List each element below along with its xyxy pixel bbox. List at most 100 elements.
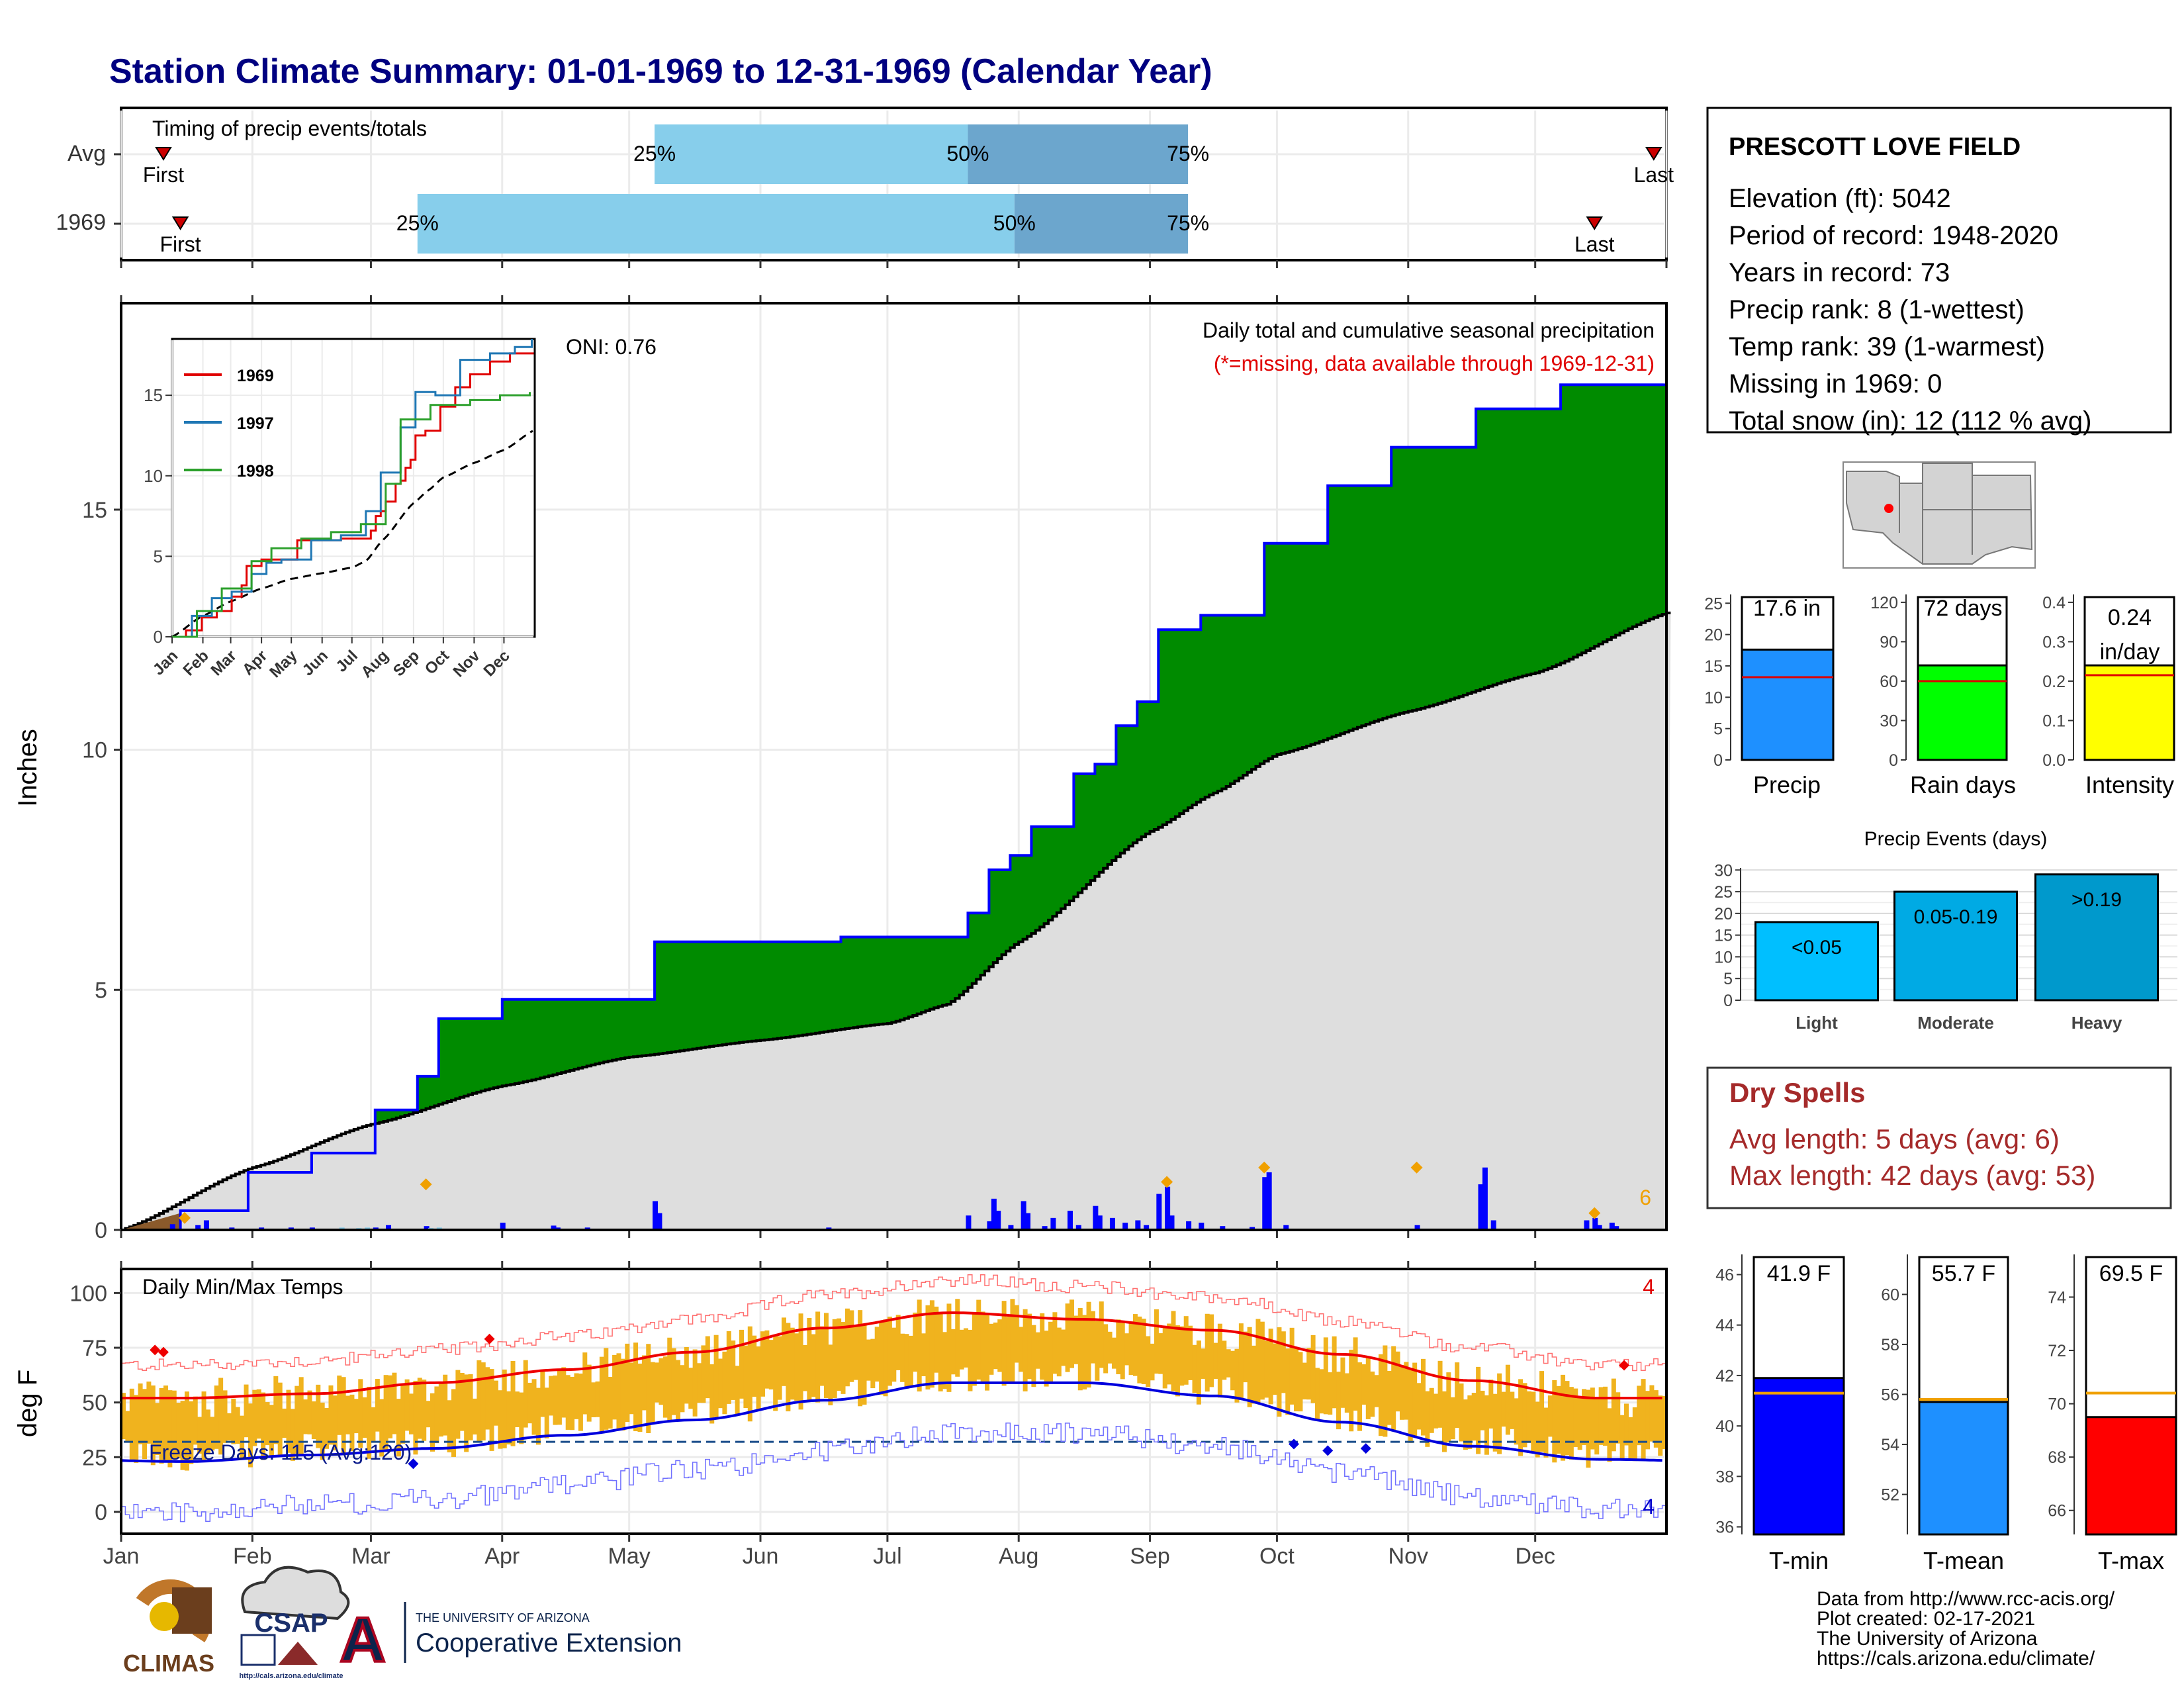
last-label: Last bbox=[1634, 163, 1674, 187]
daily-temp-bar bbox=[265, 1402, 270, 1446]
daily-precip-bar bbox=[1156, 1194, 1162, 1230]
tmean-bar bbox=[1918, 1401, 2009, 1536]
daily-temp-bar bbox=[362, 1397, 367, 1438]
daily-temp-bar bbox=[604, 1348, 609, 1430]
daily-temp-bar bbox=[231, 1398, 236, 1444]
daily-temp-bar bbox=[1361, 1364, 1367, 1405]
climas-logo: CLIMAS bbox=[123, 1579, 214, 1677]
month-label: Dec bbox=[1515, 1544, 1555, 1569]
extreme-precip-marker bbox=[1588, 1207, 1601, 1219]
events-category-label: Heavy bbox=[2071, 1013, 2122, 1033]
daily-temp-bar bbox=[1383, 1345, 1388, 1437]
daily-temp-bar bbox=[1289, 1327, 1295, 1405]
daily-temp-bar bbox=[549, 1376, 554, 1416]
daily-temp-bar bbox=[388, 1375, 393, 1438]
inset-line-1997 bbox=[172, 339, 533, 638]
daily-temp-bar bbox=[218, 1378, 224, 1455]
daily-temp-bar bbox=[502, 1369, 507, 1448]
daily-temp-bar bbox=[1120, 1323, 1125, 1380]
daily-precip-bar bbox=[1609, 1223, 1615, 1230]
daily-temp-bar bbox=[1179, 1326, 1185, 1386]
daily-temp-bar bbox=[1268, 1329, 1273, 1405]
daily-temp-bar bbox=[1437, 1360, 1443, 1428]
first-marker bbox=[155, 147, 172, 161]
daily-temp-bar bbox=[295, 1385, 300, 1454]
daily-temp-bar bbox=[802, 1344, 807, 1391]
daily-temp-bar bbox=[718, 1358, 723, 1409]
daily-temp-bar bbox=[1569, 1387, 1574, 1460]
daily-temp-bar bbox=[794, 1333, 799, 1401]
precip-frame bbox=[120, 302, 1668, 1231]
daily-temp-bar bbox=[1391, 1346, 1396, 1432]
daily-precip-bar bbox=[195, 1225, 201, 1230]
daily-temp-bar bbox=[1315, 1368, 1320, 1421]
daily-precip-bar bbox=[1584, 1220, 1590, 1230]
daily-temp-bar bbox=[964, 1328, 969, 1368]
daily-precip-bar bbox=[1592, 1217, 1598, 1230]
daily-temp-bar bbox=[1040, 1313, 1045, 1380]
month-label: Oct bbox=[1259, 1544, 1295, 1569]
month-label: Jul bbox=[873, 1544, 901, 1569]
average-cumulative-area bbox=[121, 612, 1671, 1230]
daily-temp-bar bbox=[400, 1385, 406, 1444]
temp-ytick-label: 25 bbox=[82, 1445, 107, 1470]
daily-temp-bar bbox=[768, 1340, 774, 1390]
daily-temp-bar bbox=[1077, 1307, 1083, 1391]
tmin-label: T-min bbox=[1769, 1547, 1829, 1574]
daily-temp-bar bbox=[531, 1379, 537, 1435]
daily-temp-bar bbox=[1420, 1358, 1426, 1436]
daily-temp-bar bbox=[1188, 1325, 1193, 1380]
station-line-7: Total snow (in): 12 (112 % avg) bbox=[1729, 406, 2091, 436]
daily-temp-bar bbox=[959, 1329, 964, 1370]
daily-temp-bar bbox=[1146, 1336, 1151, 1387]
daily-temp-bar bbox=[1501, 1391, 1506, 1427]
last-label: Last bbox=[1574, 232, 1615, 256]
daily-temp-bar bbox=[1365, 1356, 1371, 1419]
daily-temp-bar bbox=[680, 1365, 685, 1413]
daily-precip-bar bbox=[1042, 1226, 1048, 1230]
extreme-precip-marker bbox=[420, 1178, 432, 1191]
daily-temp-bar bbox=[1357, 1362, 1362, 1431]
daily-temp-bar bbox=[1505, 1364, 1510, 1435]
climas-wordmark: CLIMAS bbox=[123, 1650, 214, 1677]
daily-temp-bar bbox=[557, 1370, 562, 1425]
daily-temp-bar bbox=[422, 1380, 427, 1441]
daily-temp-bar bbox=[1158, 1333, 1163, 1374]
daily-temp-bar bbox=[1404, 1362, 1409, 1420]
daily-temp-bar bbox=[138, 1383, 143, 1444]
tmin-ytick-label: 36 bbox=[1715, 1519, 1734, 1537]
timing-row-label-year: 1969 bbox=[56, 210, 106, 235]
credit-line-4: https://cals.arizona.edu/climate/ bbox=[1817, 1648, 2095, 1669]
daily-temp-bar bbox=[1594, 1397, 1600, 1455]
daily-temp-bar bbox=[1001, 1301, 1007, 1386]
daily-temp-bar bbox=[1518, 1379, 1524, 1456]
tmean-ytick-label: 54 bbox=[1881, 1436, 1899, 1454]
daily-precip-bar bbox=[1414, 1225, 1420, 1230]
daily-temp-bar bbox=[1531, 1391, 1536, 1453]
daily-temp-bar bbox=[849, 1310, 854, 1382]
daily-temp-bar bbox=[121, 1393, 126, 1440]
daily-temp-bar bbox=[553, 1375, 558, 1425]
daily-temp-bar bbox=[311, 1401, 316, 1439]
daily-temp-bar bbox=[379, 1399, 385, 1457]
daily-temp-bar bbox=[650, 1362, 655, 1423]
daily-temp-bar bbox=[1132, 1314, 1138, 1376]
daily-temp-bar bbox=[709, 1364, 715, 1424]
daily-temp-bar bbox=[383, 1375, 388, 1452]
timing-quartile-50-75 bbox=[968, 124, 1189, 184]
daily-temp-bar bbox=[722, 1351, 727, 1415]
daily-precip-bar bbox=[1097, 1215, 1103, 1230]
daily-temp-bar bbox=[735, 1366, 740, 1415]
events-bar bbox=[2034, 873, 2159, 1002]
daily-temp-bar bbox=[1416, 1383, 1422, 1430]
daily-temp-bar bbox=[1213, 1342, 1218, 1379]
daily-temp-bar bbox=[1052, 1312, 1058, 1374]
daily-temp-bar bbox=[1535, 1401, 1540, 1458]
daily-temp-bar bbox=[1586, 1389, 1591, 1468]
daily-temp-bar bbox=[1332, 1336, 1337, 1409]
daily-temp-bar bbox=[811, 1334, 816, 1397]
daily-temp-bar bbox=[946, 1303, 952, 1392]
station-line-2: Period of record: 1948-2020 bbox=[1729, 221, 2058, 250]
daily-temp-bar bbox=[1446, 1372, 1451, 1442]
daily-temp-bar bbox=[781, 1317, 786, 1386]
